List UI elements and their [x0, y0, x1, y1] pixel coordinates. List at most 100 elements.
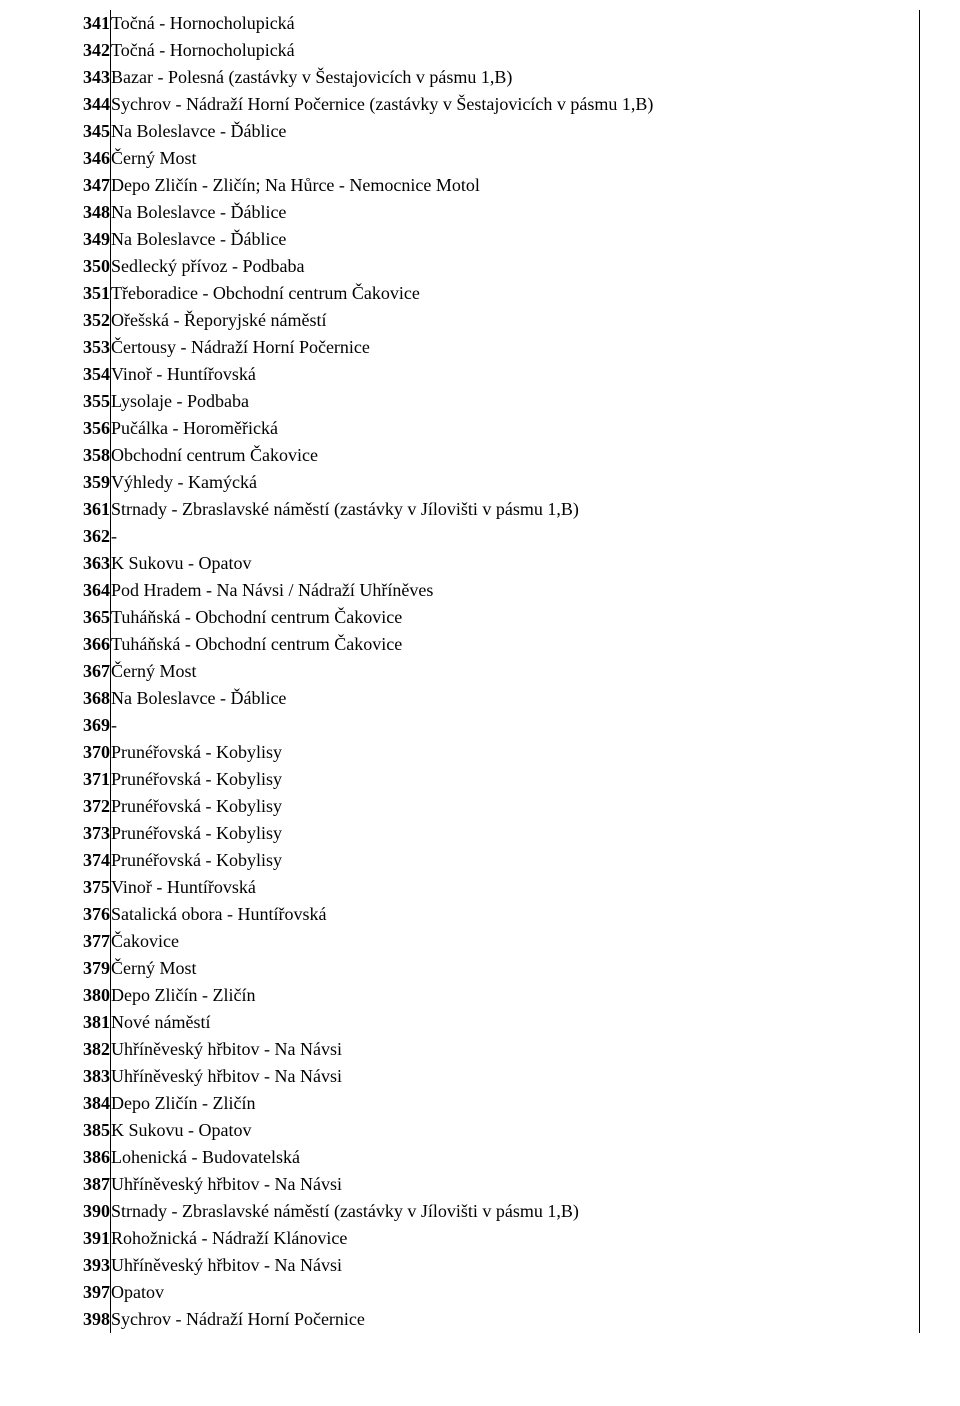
route-number: 364	[40, 577, 111, 604]
table-row: 344Sychrov - Nádraží Horní Počernice (za…	[40, 91, 920, 118]
table-row: 380Depo Zličín - Zličín	[40, 982, 920, 1009]
table-row: 363K Sukovu - Opatov	[40, 550, 920, 577]
route-number: 354	[40, 361, 111, 388]
table-row: 384Depo Zličín - Zličín	[40, 1090, 920, 1117]
table-row: 386Lohenická - Budovatelská	[40, 1144, 920, 1171]
route-description: Třeboradice - Obchodní centrum Čakovice	[111, 280, 920, 307]
route-description: Obchodní centrum Čakovice	[111, 442, 920, 469]
table-row: 365Tuháňská - Obchodní centrum Čakovice	[40, 604, 920, 631]
route-number: 377	[40, 928, 111, 955]
table-row: 352Ořešská - Řeporyjské náměstí	[40, 307, 920, 334]
route-description: Čertousy - Nádraží Horní Počernice	[111, 334, 920, 361]
route-number: 351	[40, 280, 111, 307]
table-row: 368Na Boleslavce - Ďáblice	[40, 685, 920, 712]
table-row: 356Pučálka - Horoměřická	[40, 415, 920, 442]
route-description: -	[111, 523, 920, 550]
route-number: 373	[40, 820, 111, 847]
route-number: 385	[40, 1117, 111, 1144]
table-row: 398Sychrov - Nádraží Horní Počernice	[40, 1306, 920, 1333]
route-description: Uhříněveský hřbitov - Na Návsi	[111, 1171, 920, 1198]
route-number: 358	[40, 442, 111, 469]
route-description: Na Boleslavce - Ďáblice	[111, 685, 920, 712]
route-number: 355	[40, 388, 111, 415]
table-row: 372Prunéřovská - Kobylisy	[40, 793, 920, 820]
route-number: 374	[40, 847, 111, 874]
route-number: 386	[40, 1144, 111, 1171]
route-description: Uhříněveský hřbitov - Na Návsi	[111, 1063, 920, 1090]
table-row: 349Na Boleslavce - Ďáblice	[40, 226, 920, 253]
route-number: 361	[40, 496, 111, 523]
table-row: 343Bazar - Polesná (zastávky v Šestajovi…	[40, 64, 920, 91]
table-row: 346Černý Most	[40, 145, 920, 172]
route-description: Vinoř - Huntířovská	[111, 361, 920, 388]
route-number: 363	[40, 550, 111, 577]
route-description: Sedlecký přívoz - Podbaba	[111, 253, 920, 280]
route-description: Prunéřovská - Kobylisy	[111, 793, 920, 820]
route-number: 365	[40, 604, 111, 631]
table-row: 375Vinoř - Huntířovská	[40, 874, 920, 901]
table-row: 348Na Boleslavce - Ďáblice	[40, 199, 920, 226]
route-description: Prunéřovská - Kobylisy	[111, 739, 920, 766]
route-number: 356	[40, 415, 111, 442]
route-description: Tuháňská - Obchodní centrum Čakovice	[111, 604, 920, 631]
route-description: Strnady - Zbraslavské náměstí (zastávky …	[111, 496, 920, 523]
route-number: 367	[40, 658, 111, 685]
table-row: 373Prunéřovská - Kobylisy	[40, 820, 920, 847]
table-row: 390Strnady - Zbraslavské náměstí (zastáv…	[40, 1198, 920, 1225]
route-number: 398	[40, 1306, 111, 1333]
table-row: 383Uhříněveský hřbitov - Na Návsi	[40, 1063, 920, 1090]
route-number: 368	[40, 685, 111, 712]
table-row: 393Uhříněveský hřbitov - Na Návsi	[40, 1252, 920, 1279]
route-description: Čakovice	[111, 928, 920, 955]
table-row: 364Pod Hradem - Na Návsi / Nádraží Uhřín…	[40, 577, 920, 604]
table-row: 369-	[40, 712, 920, 739]
route-number: 345	[40, 118, 111, 145]
route-number: 366	[40, 631, 111, 658]
route-description: -	[111, 712, 920, 739]
table-row: 353Čertousy - Nádraží Horní Počernice	[40, 334, 920, 361]
route-number: 381	[40, 1009, 111, 1036]
route-number: 387	[40, 1171, 111, 1198]
route-description: Tuháňská - Obchodní centrum Čakovice	[111, 631, 920, 658]
route-number: 348	[40, 199, 111, 226]
table-row: 371Prunéřovská - Kobylisy	[40, 766, 920, 793]
route-number: 371	[40, 766, 111, 793]
route-number: 342	[40, 37, 111, 64]
route-description: Černý Most	[111, 145, 920, 172]
table-row: 361Strnady - Zbraslavské náměstí (zastáv…	[40, 496, 920, 523]
route-description: Satalická obora - Huntířovská	[111, 901, 920, 928]
route-number: 383	[40, 1063, 111, 1090]
route-number: 376	[40, 901, 111, 928]
route-description: Bazar - Polesná (zastávky v Šestajovicíc…	[111, 64, 920, 91]
route-description: Ořešská - Řeporyjské náměstí	[111, 307, 920, 334]
route-description: Depo Zličín - Zličín; Na Hůrce - Nemocni…	[111, 172, 920, 199]
route-description: Lysolaje - Podbaba	[111, 388, 920, 415]
route-description: Výhledy - Kamýcká	[111, 469, 920, 496]
route-number: 379	[40, 955, 111, 982]
route-description: Uhříněveský hřbitov - Na Návsi	[111, 1252, 920, 1279]
route-description: K Sukovu - Opatov	[111, 1117, 920, 1144]
route-number: 347	[40, 172, 111, 199]
routes-table: 341Točná - Hornocholupická342Točná - Hor…	[40, 10, 920, 1333]
table-row: 359Výhledy - Kamýcká	[40, 469, 920, 496]
route-number: 370	[40, 739, 111, 766]
route-number: 369	[40, 712, 111, 739]
table-row: 341Točná - Hornocholupická	[40, 10, 920, 37]
table-row: 362-	[40, 523, 920, 550]
route-description: Sychrov - Nádraží Horní Počernice (zastá…	[111, 91, 920, 118]
route-description: Na Boleslavce - Ďáblice	[111, 118, 920, 145]
route-description: Prunéřovská - Kobylisy	[111, 847, 920, 874]
route-number: 384	[40, 1090, 111, 1117]
route-description: Opatov	[111, 1279, 920, 1306]
table-row: 379Černý Most	[40, 955, 920, 982]
table-row: 355Lysolaje - Podbaba	[40, 388, 920, 415]
route-number: 350	[40, 253, 111, 280]
page: 341Točná - Hornocholupická342Točná - Hor…	[0, 0, 960, 1363]
route-description: Na Boleslavce - Ďáblice	[111, 226, 920, 253]
route-description: Lohenická - Budovatelská	[111, 1144, 920, 1171]
route-number: 375	[40, 874, 111, 901]
table-row: 358Obchodní centrum Čakovice	[40, 442, 920, 469]
route-number: 390	[40, 1198, 111, 1225]
route-description: Rohožnická - Nádraží Klánovice	[111, 1225, 920, 1252]
route-number: 362	[40, 523, 111, 550]
